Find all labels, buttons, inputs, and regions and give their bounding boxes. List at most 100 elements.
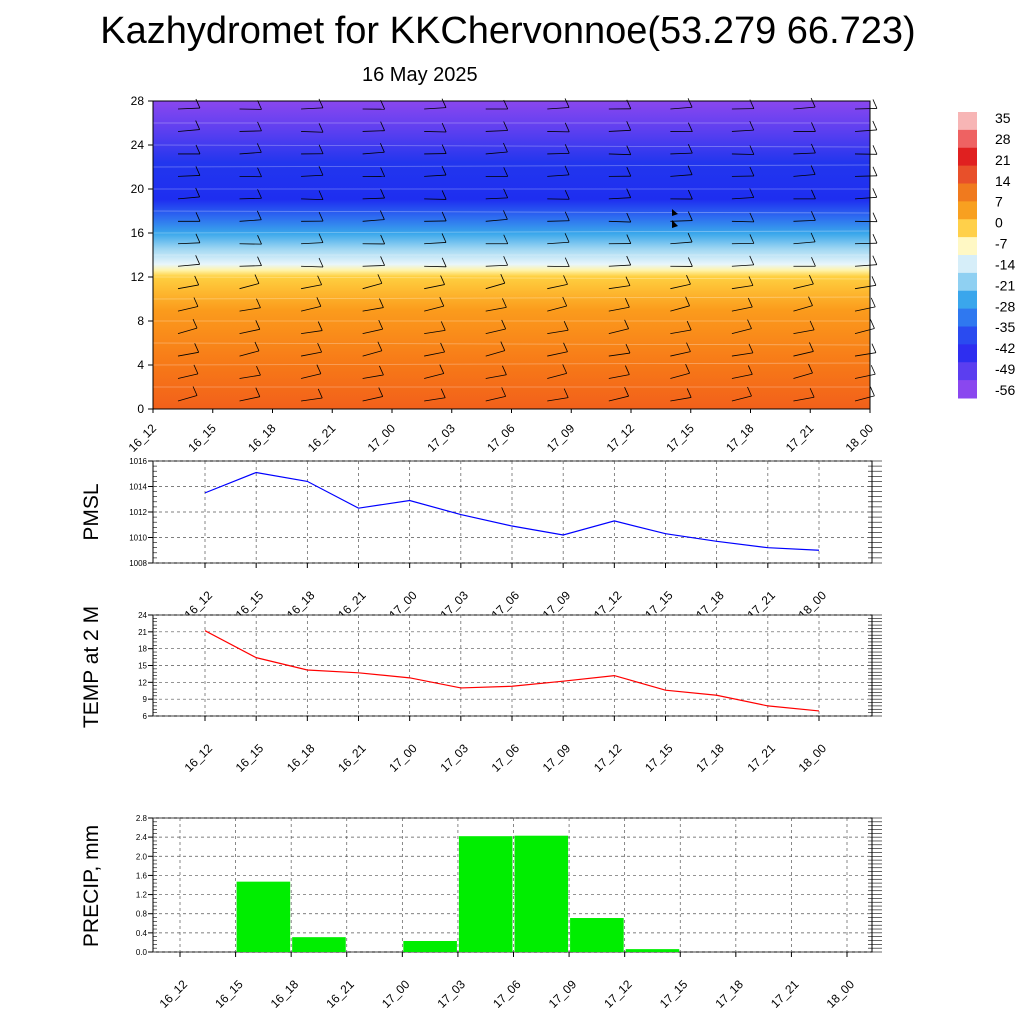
- wind-barb: [547, 241, 570, 245]
- wind-barb-feather: [441, 233, 447, 243]
- precip-bar: [625, 949, 680, 952]
- wind-barb-feather: [626, 99, 632, 109]
- y-tick-label: 1012: [129, 508, 147, 517]
- wind-barb-feather: [626, 188, 632, 198]
- wind-barb-feather: [685, 296, 690, 306]
- x-tick-label: 16_18: [245, 421, 279, 455]
- wind-barb-feather: [380, 256, 385, 266]
- wind-barb: [793, 329, 815, 335]
- wind-barb: [547, 152, 570, 155]
- wind-barb-feather: [562, 296, 568, 307]
- wind-barb-feather: [747, 386, 752, 397]
- wind-barb: [362, 151, 385, 155]
- colorbar-segment: [958, 380, 977, 399]
- wind-barb-feather: [503, 256, 509, 266]
- x-tick-label: 17_18: [693, 741, 727, 775]
- wind-barb-feather: [257, 234, 262, 245]
- wind-barb: [793, 106, 816, 110]
- x-tick-label: 17_09: [540, 741, 574, 775]
- x-tick-label: 17_00: [379, 977, 413, 1011]
- wind-barb-feather: [870, 297, 876, 308]
- y-tick-label: 4: [137, 358, 144, 372]
- wind-barb-feather: [685, 364, 690, 374]
- isoline: [152, 210, 871, 214]
- x-tick-label: 17_00: [386, 741, 420, 775]
- wind-barb: [731, 395, 752, 402]
- y-tick-label: 20: [131, 182, 145, 196]
- wind-barb: [301, 174, 323, 177]
- wind-barb-feather: [626, 145, 632, 155]
- wind-barb: [670, 220, 693, 222]
- wind-barb-feather: [747, 365, 753, 375]
- wind-barb: [362, 350, 382, 357]
- wind-barb: [731, 220, 754, 223]
- wind-barb: [608, 395, 629, 402]
- y-tick-label: 18: [138, 645, 147, 654]
- wind-barb-feather: [195, 166, 201, 176]
- colorbar-label: -21: [995, 277, 1015, 293]
- wind-barb: [547, 372, 567, 379]
- wind-barb-feather: [870, 319, 875, 329]
- wind-barb-feather: [254, 274, 260, 284]
- wind-barb-feather: [563, 388, 569, 398]
- wind-barb: [485, 197, 508, 200]
- wind-barb-feather: [809, 388, 815, 398]
- wind-barb-feather: [687, 211, 693, 221]
- wind-barb-feather: [749, 188, 755, 198]
- colorbar-segment: [958, 290, 977, 310]
- wind-barb-feather: [624, 319, 629, 329]
- wind-barb: [177, 107, 200, 110]
- wind-barb-feather: [503, 188, 509, 199]
- wind-barb: [547, 284, 568, 290]
- wind-barb-feather: [811, 143, 816, 154]
- wind-barb: [731, 328, 752, 335]
- wind-barb-feather: [563, 321, 569, 331]
- wind-barb-feather: [440, 321, 446, 331]
- colorbar-segment: [958, 147, 977, 167]
- wind-barb: [485, 374, 507, 379]
- x-tick-label: 17_06: [489, 741, 523, 775]
- wind-barb: [424, 198, 447, 200]
- wind-barb: [301, 131, 324, 133]
- colorbar-segment: [958, 255, 977, 274]
- x-tick-label: 17_21: [744, 741, 778, 775]
- wind-barb: [485, 350, 505, 357]
- wind-barb: [608, 197, 631, 200]
- wind-barb-feather: [872, 145, 878, 155]
- wind-barb-feather: [872, 166, 878, 176]
- wind-barb: [177, 395, 198, 402]
- x-tick-label: 16_15: [212, 977, 246, 1011]
- wind-barb-feather: [380, 121, 385, 131]
- wind-barb-feather: [687, 143, 693, 154]
- wind-barb-feather: [749, 166, 755, 177]
- colorbar-segment: [958, 165, 977, 184]
- wind-barb: [670, 241, 693, 245]
- wind-barb-feather: [379, 210, 385, 220]
- wind-barb-feather: [316, 297, 322, 307]
- y-tick-label: 2.4: [136, 833, 148, 842]
- wind-barb: [362, 328, 383, 335]
- wind-barb-feather: [626, 167, 632, 177]
- y-tick-label: 1008: [129, 559, 147, 568]
- wind-barb: [670, 351, 691, 357]
- wind-barb: [424, 351, 445, 357]
- wind-barb-feather: [502, 365, 507, 375]
- wind-barb-feather: [318, 257, 324, 268]
- wind-barb: [301, 351, 322, 357]
- isoline: [152, 276, 871, 280]
- wind-barb: [608, 153, 631, 156]
- wind-barb: [485, 130, 508, 132]
- wind-barb-feather: [872, 212, 878, 222]
- y-tick-label: 1010: [129, 534, 147, 543]
- wind-barb: [608, 352, 631, 357]
- x-tick-label: 17_15: [642, 741, 676, 775]
- wind-barb-feather: [687, 232, 693, 243]
- wind-barb-feather: [809, 274, 814, 285]
- wind-barb: [731, 153, 754, 155]
- wind-barb: [301, 265, 324, 268]
- wind-barb: [731, 352, 754, 357]
- wind-barb-feather: [871, 343, 877, 353]
- wind-barb: [854, 284, 876, 290]
- colorbar-label: 0: [995, 215, 1003, 231]
- colorbar-segment: [958, 272, 977, 292]
